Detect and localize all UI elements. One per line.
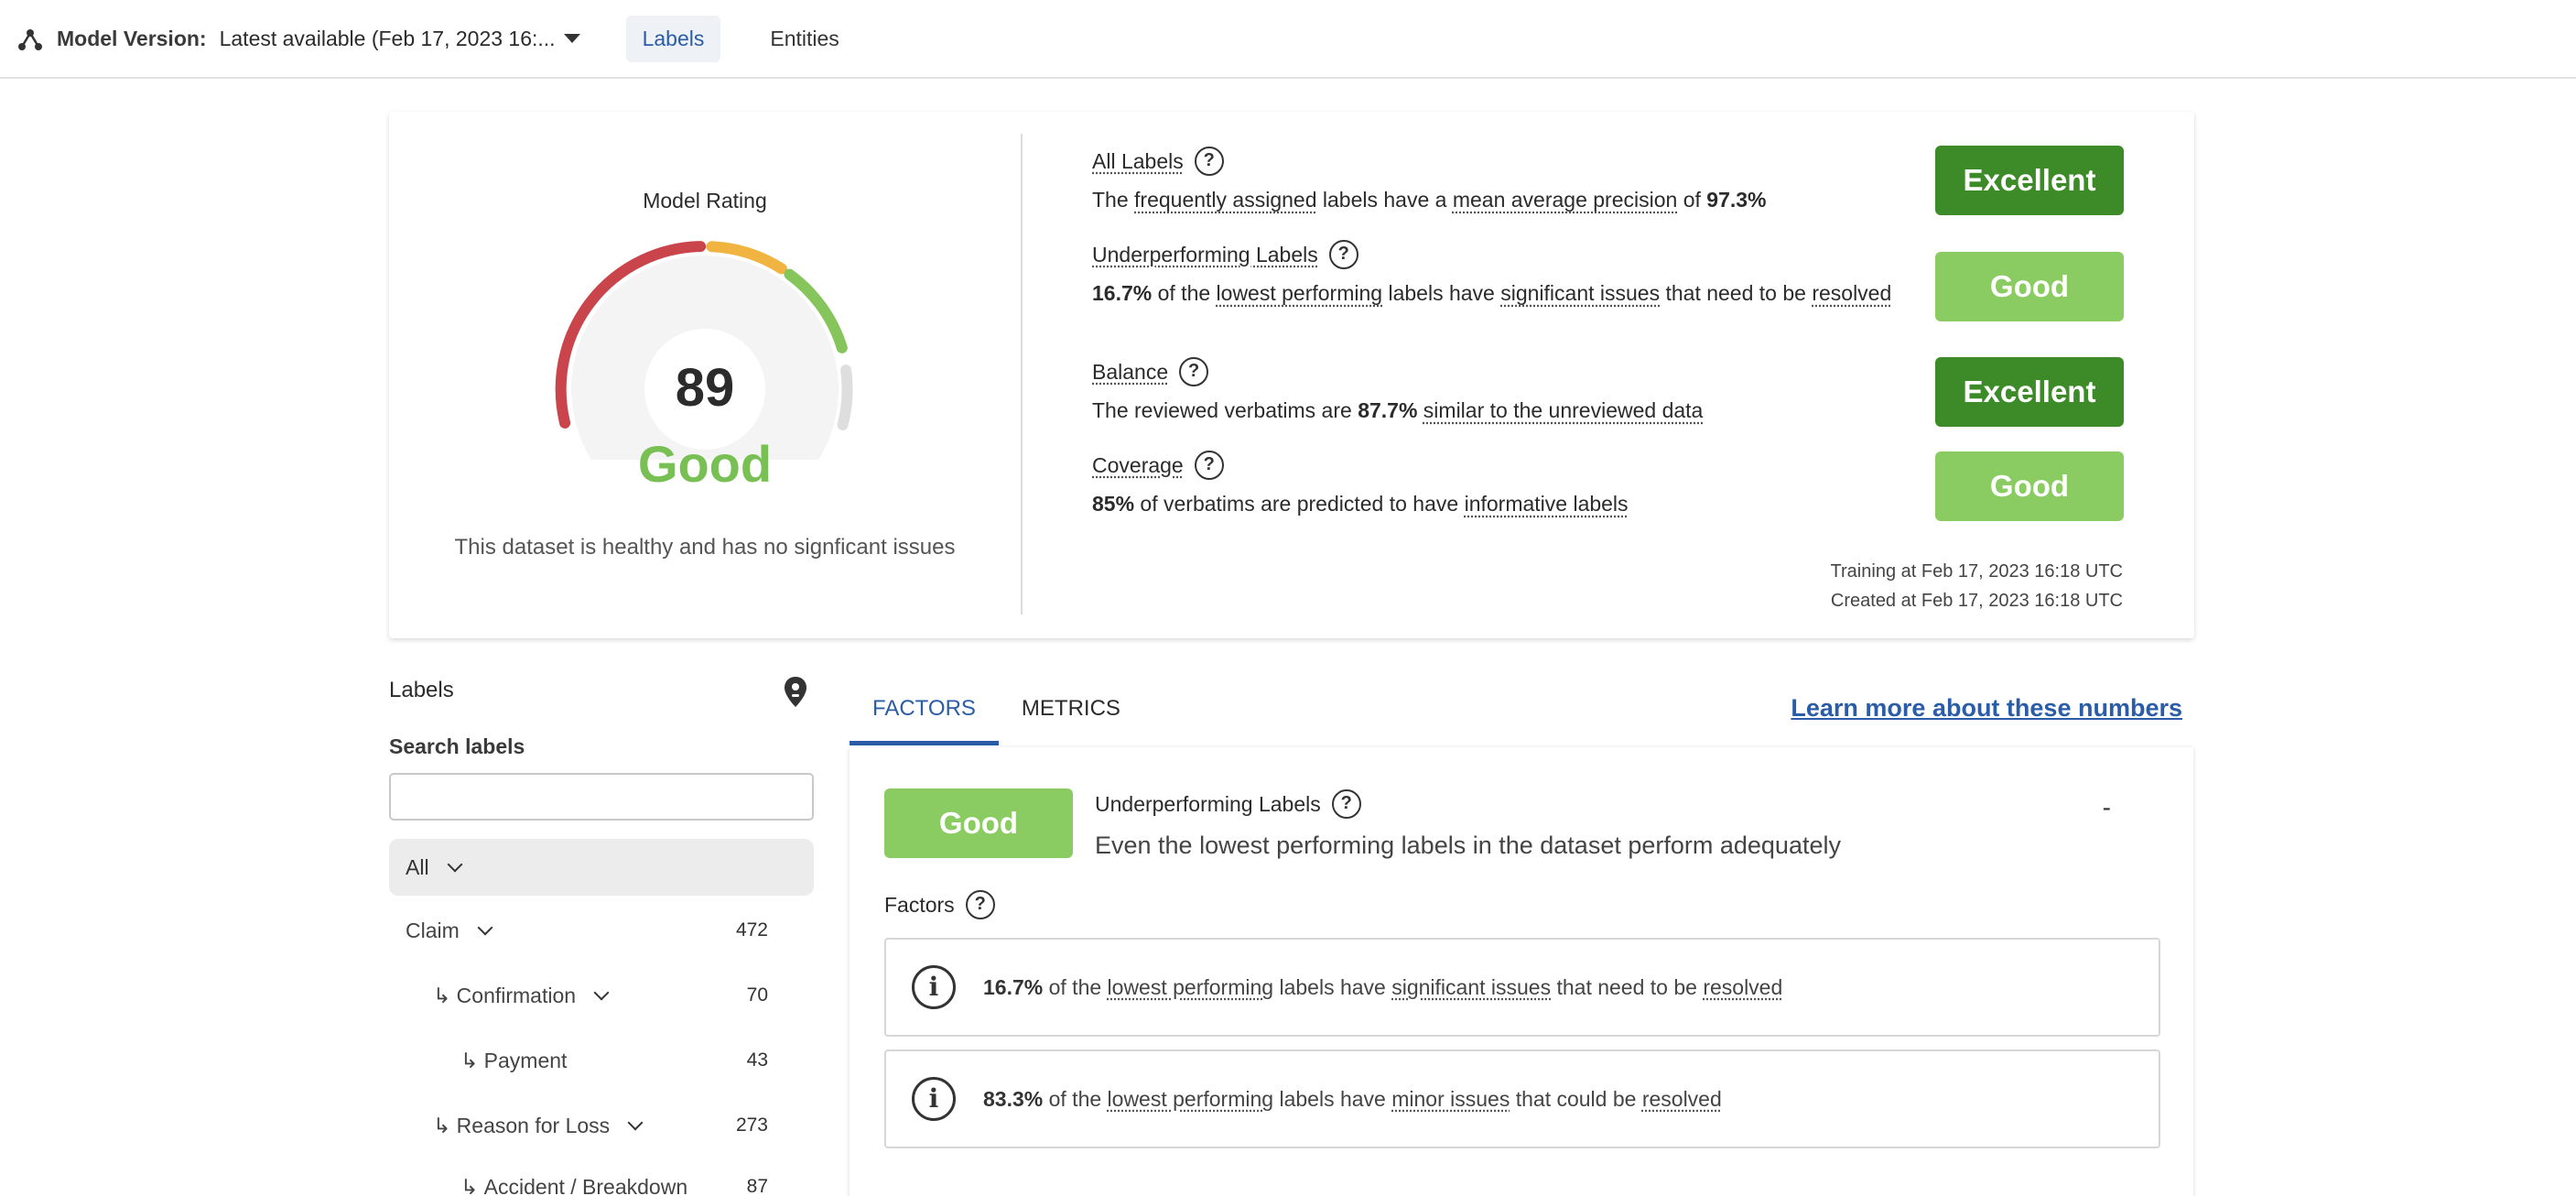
factors-tabs: FACTORS METRICS (850, 685, 1143, 745)
label-item-accident-breakdown[interactable]: ↳ Accident / Breakdown 87 (389, 1169, 774, 1196)
learn-more-link[interactable]: Learn more about these numbers (1791, 694, 2182, 722)
metric-description: 16.7% of the lowest performing labels ha… (1092, 281, 1892, 305)
label-item-payment[interactable]: ↳ Payment 43 (389, 1042, 774, 1079)
info-icon: i (912, 965, 956, 1009)
metric-title[interactable]: Coverage (1092, 452, 1184, 477)
metric-coverage: Coverage? 85% of verbatims are predicted… (1092, 451, 1916, 518)
label-name: Confirmation (456, 983, 577, 1007)
factors-heading: Factors? (884, 890, 995, 919)
created-time: Created at Feb 17, 2023 16:18 UTC (1830, 591, 2123, 611)
label-count: 273 (735, 1114, 768, 1136)
gauge-segment-red (555, 241, 707, 429)
label-prefix: ↳ (433, 983, 451, 1007)
rating-word: Good (637, 435, 773, 493)
timestamps: Training at Feb 17, 2023 16:18 UTC Creat… (1831, 557, 2123, 615)
gauge-segment-green (784, 268, 848, 353)
factor-text: 83.3% of the lowest performing labels ha… (983, 1086, 1722, 1111)
label-prefix: ↳ (460, 1174, 479, 1196)
metric-underperforming-labels: Underperforming Labels? 16.7% of the low… (1092, 240, 1916, 308)
label-name: Accident / Breakdown (483, 1174, 688, 1196)
metric-title[interactable]: All Labels (1092, 148, 1184, 173)
help-icon[interactable]: ? (1331, 789, 1361, 819)
balance-badge: Excellent (1935, 357, 2124, 427)
gauge-segment-orange (706, 241, 787, 275)
tab-metrics[interactable]: METRICS (1021, 696, 1120, 721)
help-icon[interactable]: ? (1194, 147, 1224, 176)
label-prefix: ↳ (433, 1113, 451, 1137)
chevron-down-icon[interactable] (447, 856, 463, 873)
model-version-label: Model Version: (57, 26, 207, 50)
tab-factors[interactable]: FACTORS (850, 685, 999, 745)
all-labels-badge: Excellent (1935, 146, 2124, 215)
divider (1021, 134, 1023, 614)
label-count: 472 (735, 919, 768, 940)
metric-all-labels: All Labels? The frequently assigned labe… (1092, 147, 1916, 214)
label-name: Claim (406, 918, 460, 942)
metric-title[interactable]: Underperforming Labels (1092, 242, 1318, 266)
collapse-button[interactable]: - (2102, 793, 2111, 821)
rating-score: 89 (675, 358, 735, 418)
model-version-select[interactable]: Latest available (Feb 17, 2023 16:... (219, 26, 556, 50)
factors-heading-text: Factors (884, 892, 955, 917)
underperforming-labels-badge: Good (1935, 252, 2124, 321)
label-name: Payment (483, 1048, 568, 1072)
label-count: 70 (746, 984, 768, 1006)
factor-text: 16.7% of the lowest performing labels ha… (983, 974, 1783, 999)
location-pin-icon[interactable] (783, 676, 808, 709)
underperforming-status-badge: Good (884, 788, 1073, 858)
label-name: Reason for Loss (456, 1113, 611, 1137)
model-rating-card: Model Rating 89 Good This dataset is hea… (389, 112, 2194, 638)
label-item-confirmation[interactable]: ↳ Confirmation 70 (389, 977, 774, 1014)
panel-title: Underperforming Labels? (1095, 789, 1361, 819)
tab-entities[interactable]: Entities (770, 26, 839, 50)
tab-labels[interactable]: Labels (625, 15, 721, 62)
metric-description: The frequently assigned labels have a me… (1092, 188, 1767, 212)
labels-sidebar-title: Labels (389, 678, 454, 702)
help-icon[interactable]: ? (1194, 451, 1224, 480)
chevron-down-icon[interactable] (627, 1114, 644, 1131)
chevron-down-icon[interactable] (563, 34, 580, 43)
label-count: 43 (746, 1049, 768, 1071)
chevron-down-icon[interactable] (593, 984, 610, 1001)
model-fork-icon (18, 29, 42, 50)
metric-title[interactable]: Balance (1092, 359, 1169, 384)
gauge-segment-grey (837, 364, 853, 430)
panel-title-text: Underperforming Labels (1095, 791, 1321, 816)
info-icon: i (912, 1077, 956, 1121)
help-icon[interactable]: ? (1328, 240, 1358, 269)
label-filter-all-text: All (406, 854, 429, 879)
help-icon[interactable]: ? (965, 890, 995, 919)
health-text: This dataset is healthy and has no signf… (454, 535, 956, 560)
label-count: 87 (746, 1176, 768, 1196)
search-labels-title: Search labels (389, 734, 525, 758)
factors-panel: Good Underperforming Labels? Even the lo… (850, 747, 2193, 1196)
metric-description: 85% of verbatims are predicted to have i… (1092, 492, 1629, 516)
rating-gauge (555, 241, 853, 460)
label-item-claim[interactable]: Claim 472 (389, 912, 774, 949)
chevron-down-icon[interactable] (477, 919, 493, 936)
panel-subtitle: Even the lowest performing labels in the… (1095, 832, 1841, 859)
metric-balance: Balance? The reviewed verbatims are 87.7… (1092, 357, 1916, 425)
label-item-reason-for-loss[interactable]: ↳ Reason for Loss 273 (389, 1107, 774, 1144)
top-bar: Model Version: Latest available (Feb 17,… (0, 0, 2576, 79)
help-icon[interactable]: ? (1179, 357, 1209, 386)
metric-description: The reviewed verbatims are 87.7% similar… (1092, 398, 1704, 422)
search-labels-input[interactable] (389, 773, 814, 821)
factor-item: i 16.7% of the lowest performing labels … (884, 938, 2160, 1037)
training-time: Training at Feb 17, 2023 16:18 UTC (1830, 561, 2123, 582)
coverage-badge: Good (1935, 451, 2124, 521)
factor-item: i 83.3% of the lowest performing labels … (884, 1049, 2160, 1148)
model-rating-title: Model Rating (643, 189, 767, 212)
label-filter-all[interactable]: All (389, 839, 814, 896)
label-prefix: ↳ (460, 1048, 479, 1072)
